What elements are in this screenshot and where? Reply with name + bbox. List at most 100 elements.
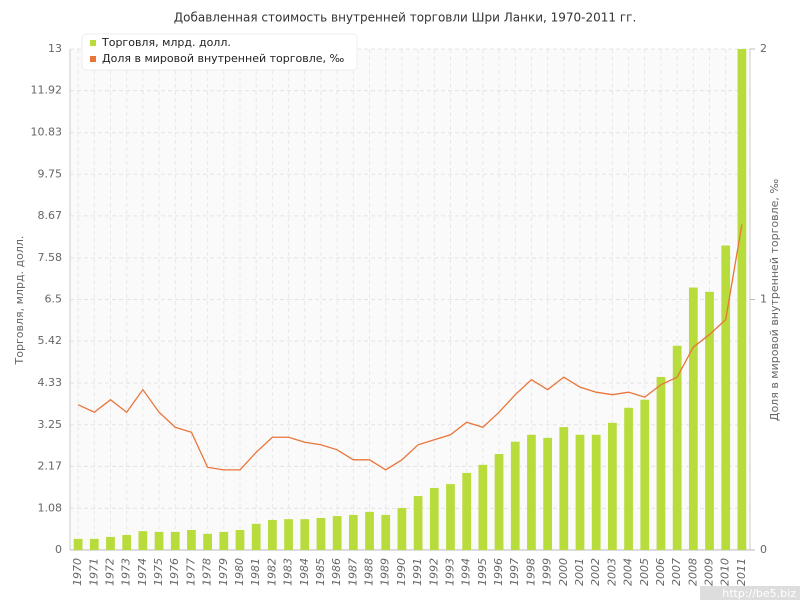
x-tick-label: 1971 <box>87 558 100 586</box>
x-tick-label: 2002 <box>589 558 602 586</box>
x-tick-label: 1989 <box>379 558 392 586</box>
legend-box <box>81 33 358 71</box>
x-tick-label: 1973 <box>120 558 133 586</box>
bar <box>543 437 552 550</box>
x-tick-label: 1993 <box>443 558 456 586</box>
bar <box>591 434 601 550</box>
x-tick-label: 2011 <box>735 558 748 586</box>
bar <box>527 434 536 550</box>
y-tick-label: 10.83 <box>31 126 63 139</box>
x-tick-label: 1992 <box>427 558 440 586</box>
chart-title: Добавленная стоимость внутренней торговл… <box>174 11 637 25</box>
bar <box>624 407 633 550</box>
y-tick-label: 3.25 <box>38 418 63 431</box>
bar <box>608 422 617 550</box>
y-tick-label: 0 <box>55 543 62 556</box>
y-tick-label: 9.75 <box>38 167 63 180</box>
x-tick-label: 1978 <box>201 558 214 586</box>
bar <box>510 441 520 550</box>
bar <box>688 287 698 550</box>
y-axis-title: Торговля, млрд. долл. <box>13 236 26 366</box>
legend-label: Доля в мировой внутренней торговле, ‰ <box>102 52 345 65</box>
x-tick-label: 1988 <box>363 558 376 586</box>
x-tick-label: 1982 <box>265 558 278 586</box>
x-tick-label: 2004 <box>622 558 635 586</box>
bar <box>122 534 132 550</box>
bar <box>170 531 180 550</box>
x-tick-label: 1995 <box>476 558 489 586</box>
bar <box>332 516 342 550</box>
bar <box>348 514 358 550</box>
x-tick-label: 1996 <box>492 558 505 586</box>
x-tick-label: 2009 <box>703 558 716 586</box>
x-tick-label: 1977 <box>184 558 197 586</box>
y2-tick-label: 1 <box>760 293 767 306</box>
x-tick-label: 2006 <box>654 558 667 586</box>
watermark: http://be5.biz <box>722 587 796 600</box>
bar <box>235 529 245 550</box>
x-tick-label: 1976 <box>168 558 181 586</box>
y-tick-label: 4.33 <box>38 376 63 389</box>
x-tick-label: 2007 <box>670 558 683 586</box>
bar <box>462 472 472 550</box>
y-tick-label: 1.08 <box>38 501 63 514</box>
bar <box>575 434 585 550</box>
bar <box>73 538 83 550</box>
bar <box>559 427 569 550</box>
y-tick-label: 2.17 <box>38 459 63 472</box>
x-tick-label: 1979 <box>217 558 230 586</box>
bar <box>656 376 666 550</box>
bar <box>89 538 99 550</box>
y2-axis-title: Доля в мировой внутренней торговле, ‰ <box>768 179 781 422</box>
x-tick-label: 1970 <box>71 558 84 586</box>
bar <box>251 523 261 550</box>
bar <box>381 514 391 550</box>
y-tick-label: 7.58 <box>38 251 63 264</box>
x-tick-label: 1998 <box>524 558 537 586</box>
bar <box>413 496 423 550</box>
bar <box>284 519 293 550</box>
bar <box>203 533 212 550</box>
x-tick-label: 1983 <box>282 558 295 586</box>
x-tick-label: 1986 <box>330 558 343 586</box>
x-tick-label: 1980 <box>233 558 246 586</box>
x-tick-label: 2003 <box>605 558 618 586</box>
bar <box>187 529 196 550</box>
y-tick-label: 6.5 <box>45 293 63 306</box>
bar <box>705 291 714 550</box>
x-tick-label: 2001 <box>573 558 586 586</box>
bar <box>640 399 650 550</box>
watermark-bg <box>700 586 800 600</box>
x-tick-label: 1981 <box>249 558 262 586</box>
x-tick-label: 1997 <box>508 558 521 586</box>
bar <box>446 484 455 550</box>
y2-tick-label: 0 <box>760 543 767 556</box>
bar <box>721 245 731 551</box>
line <box>77 224 743 471</box>
bar <box>737 49 747 550</box>
legend-swatch <box>90 56 96 62</box>
x-tick-label: 1999 <box>541 558 554 586</box>
x-tick-label: 1985 <box>314 558 327 586</box>
y-tick-label: 5.42 <box>38 334 63 347</box>
x-tick-label: 1987 <box>346 558 359 586</box>
x-tick-label: 1990 <box>395 558 408 586</box>
y2-tick-label: 2 <box>760 42 767 55</box>
bar <box>494 454 504 550</box>
bar <box>478 464 488 550</box>
x-tick-label: 1991 <box>411 558 424 586</box>
bar <box>365 511 374 550</box>
bar <box>316 518 326 550</box>
legend-label: Торговля, млрд. долл. <box>101 36 231 49</box>
x-tick-label: 2008 <box>686 558 699 586</box>
bar <box>672 345 682 550</box>
legend-swatch <box>90 40 96 46</box>
x-tick-label: 2010 <box>719 558 732 586</box>
x-tick-label: 1974 <box>136 558 149 586</box>
x-tick-label: 1975 <box>152 558 165 586</box>
y-tick-label: 13 <box>48 42 62 55</box>
bar <box>106 536 115 550</box>
bar <box>154 531 164 550</box>
bar <box>429 487 439 550</box>
